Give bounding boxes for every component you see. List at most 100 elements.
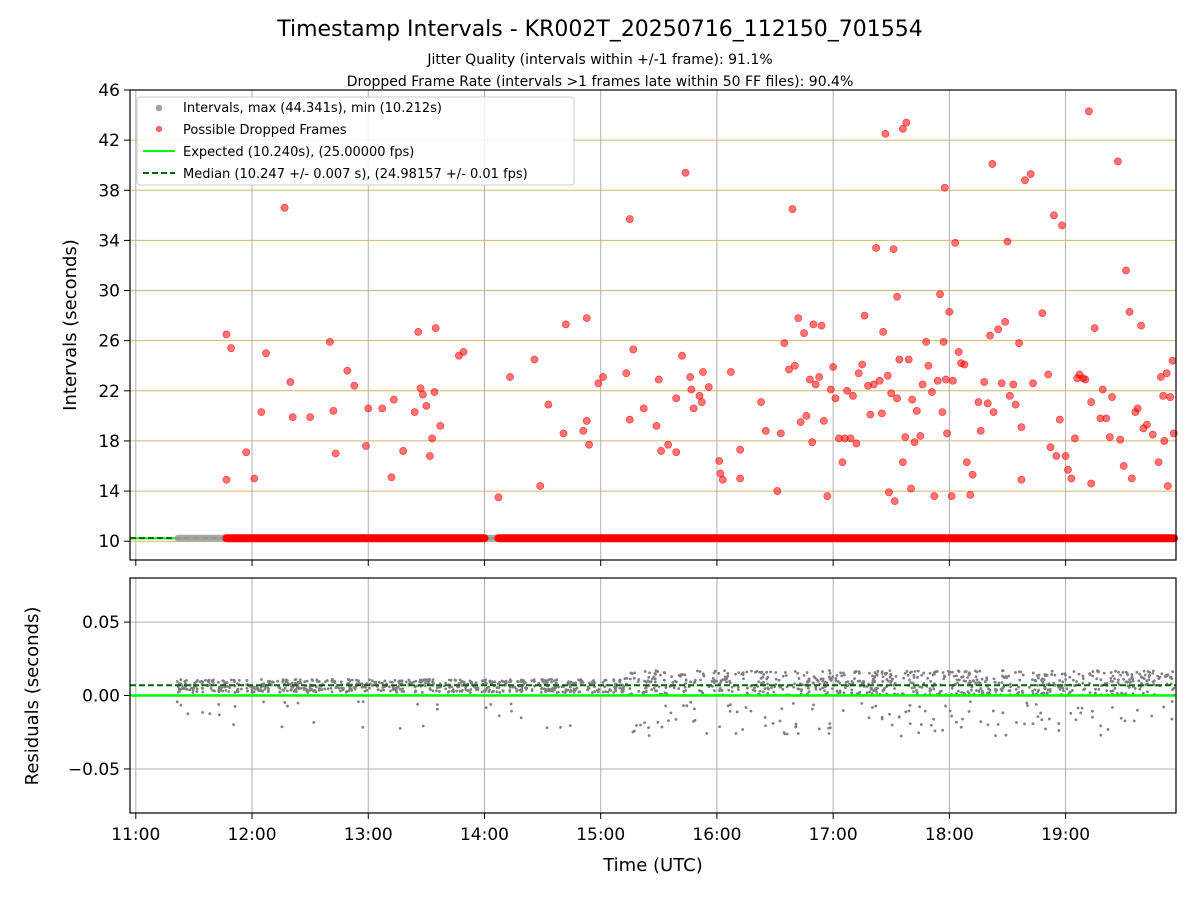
residual-point	[628, 687, 632, 690]
residual-point	[614, 689, 618, 693]
residual-point	[484, 706, 488, 710]
dropped-frame-point	[938, 408, 947, 417]
residual-point	[880, 715, 884, 719]
residual-point	[1122, 677, 1126, 681]
residual-point	[294, 688, 298, 691]
residual-point	[195, 690, 199, 694]
residual-point	[389, 680, 392, 684]
residual-point	[994, 687, 997, 691]
residual-point	[842, 691, 846, 695]
residual-point	[1071, 689, 1074, 692]
residual-point	[608, 688, 612, 691]
residual-point	[928, 687, 932, 691]
residual-point	[1060, 672, 1064, 676]
residual-point	[577, 678, 581, 682]
residual-point	[1131, 679, 1135, 683]
dropped-frame-point	[916, 432, 925, 440]
residual-point	[720, 689, 724, 692]
residual-point	[1130, 673, 1134, 676]
residual-point	[805, 671, 809, 674]
dropped-frame-point	[262, 349, 270, 358]
dropped-frame-point	[378, 404, 387, 413]
dropped-frame-point	[257, 408, 266, 417]
residual-point	[1124, 670, 1128, 674]
residual-point	[567, 680, 570, 684]
residual-point	[800, 688, 803, 691]
residual-point	[497, 714, 501, 718]
residual-point	[1082, 688, 1086, 692]
residual-point	[1041, 680, 1045, 684]
residual-point	[659, 673, 662, 677]
residual-point	[926, 676, 930, 680]
dropped-frame-point	[1098, 385, 1107, 394]
residual-point	[271, 680, 275, 684]
residual-point	[357, 681, 361, 685]
residual-point	[1119, 673, 1122, 677]
residual-point	[500, 679, 504, 683]
residual-point	[256, 687, 260, 690]
residual-point	[1035, 683, 1039, 687]
dropped-frame-point	[761, 427, 770, 435]
residual-point	[283, 686, 287, 690]
residual-point	[347, 689, 351, 693]
residual-point	[1166, 673, 1170, 677]
residual-point	[1147, 678, 1151, 682]
dropped-frame-point	[898, 458, 907, 467]
intervals-y-axis: 10 14 18 22 26 30 34 38 42 46	[98, 81, 130, 552]
residual-point	[1146, 670, 1150, 673]
residual-point	[227, 690, 231, 693]
x-tick-label: 11:00	[111, 825, 160, 845]
dropped-frame-point	[736, 474, 745, 483]
residual-point	[263, 687, 267, 691]
residual-point	[933, 729, 937, 733]
residual-point	[647, 675, 651, 679]
residual-point	[1008, 682, 1012, 686]
dropped-frame-point	[889, 245, 898, 254]
dropped-frame-point	[699, 368, 707, 376]
residual-point	[207, 680, 211, 684]
dropped-frame-point	[654, 375, 663, 384]
residual-point	[730, 685, 734, 689]
residual-point	[979, 720, 983, 724]
dropped-frame-point	[530, 355, 539, 364]
residual-point	[692, 719, 695, 723]
residual-point	[664, 704, 668, 708]
residual-point	[967, 710, 971, 713]
residual-point	[918, 705, 921, 709]
residual-point	[712, 671, 716, 675]
residual-point	[919, 723, 923, 726]
residual-point	[376, 688, 380, 692]
dropped-frame-point	[780, 339, 789, 348]
residual-point	[286, 681, 290, 685]
residual-point	[1142, 677, 1146, 681]
residual-point	[874, 686, 878, 690]
residual-point	[444, 681, 448, 685]
residual-point	[1117, 678, 1120, 682]
residual-point	[1061, 680, 1065, 684]
residual-point	[1138, 687, 1142, 691]
residual-point	[876, 669, 880, 673]
intervals-y-tick-label: 34	[98, 231, 120, 251]
residual-point	[725, 680, 729, 684]
residual-point	[1068, 675, 1072, 679]
residual-point	[766, 691, 770, 695]
residual-point	[653, 680, 657, 684]
residual-point	[398, 687, 402, 691]
residual-point	[448, 685, 451, 689]
residual-point	[915, 691, 919, 695]
residual-point	[908, 671, 912, 674]
residual-point	[540, 687, 543, 691]
residual-point	[225, 681, 229, 685]
residual-point	[836, 691, 840, 695]
dropped-frame-point	[808, 438, 817, 447]
residual-point	[718, 686, 722, 690]
dropped-frame-point	[1029, 379, 1037, 388]
residual-point	[774, 683, 778, 686]
residual-point	[572, 689, 576, 693]
residuals-y-tick-label: 0.00	[82, 687, 120, 707]
residual-point	[1088, 681, 1091, 685]
residual-point	[906, 673, 910, 677]
dropped-frame-point	[1050, 211, 1058, 220]
residual-point	[593, 681, 597, 685]
residual-point	[1001, 711, 1005, 715]
